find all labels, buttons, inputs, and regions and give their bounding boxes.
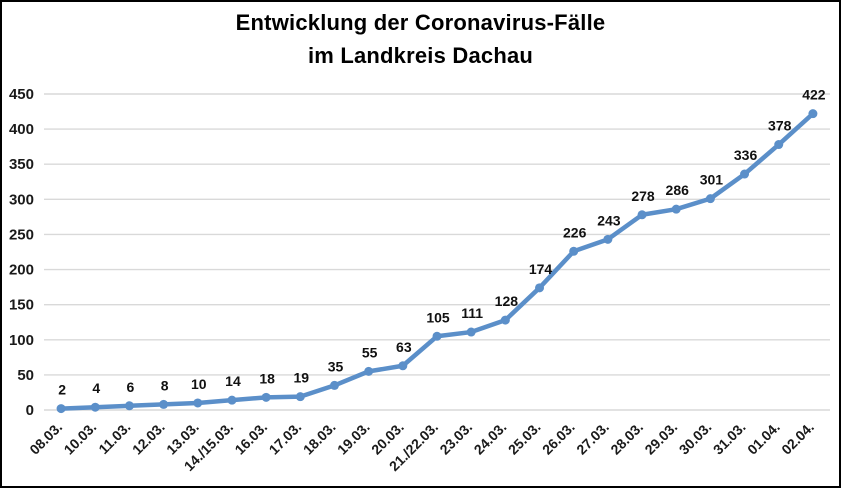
chart-title-line1: Entwicklung der Coronavirus-Fälle [235, 10, 606, 35]
data-label-18.03.: 35 [328, 358, 344, 374]
data-point-02.04. [808, 109, 818, 119]
data-label-12.03.: 8 [161, 377, 169, 393]
y-tick-label-200: 200 [9, 262, 34, 279]
x-tick-label-6: 16.03. [231, 419, 270, 458]
x-tick-label-12: 23.03. [436, 419, 475, 458]
data-label-19.03.: 55 [362, 344, 378, 360]
data-point-20.03. [398, 361, 408, 371]
data-label-10.03.: 4 [92, 380, 100, 396]
chart-title: Entwicklung der Coronavirus-Fälle im Lan… [2, 6, 839, 72]
x-tick-label-9: 19.03. [334, 419, 373, 458]
data-label-28.03.: 278 [631, 188, 655, 204]
data-point-01.04. [774, 140, 784, 150]
x-tick-label-17: 28.03. [607, 419, 646, 458]
data-label-17.03.: 19 [294, 370, 310, 386]
y-tick-label-250: 250 [9, 226, 34, 243]
data-point-13.03. [193, 398, 203, 408]
data-point-14./15.03. [227, 395, 237, 405]
data-label-23.03.: 111 [461, 305, 483, 321]
x-tick-label-15: 26.03. [539, 419, 578, 458]
data-point-28.03. [637, 210, 647, 220]
x-tick-label-2: 11.03. [95, 419, 133, 457]
data-point-29.03. [671, 204, 681, 214]
data-point-27.03. [603, 234, 613, 244]
data-point-31.03. [740, 169, 750, 179]
y-tick-label-450: 450 [9, 86, 34, 103]
x-tick-label-18: 29.03. [641, 419, 680, 458]
data-point-21./22.03. [432, 331, 442, 341]
data-label-16.03.: 18 [259, 370, 275, 386]
x-tick-label-21: 01.04. [744, 419, 783, 458]
data-label-01.04.: 378 [768, 118, 792, 134]
data-label-02.04.: 422 [802, 87, 826, 103]
y-tick-label-50: 50 [17, 367, 34, 384]
x-tick-label-0: 08.03. [26, 419, 65, 458]
data-label-25.03.: 174 [529, 261, 553, 277]
data-label-08.03.: 2 [58, 382, 66, 398]
data-point-11.03. [124, 401, 134, 411]
data-label-13.03.: 10 [191, 376, 207, 392]
data-label-30.03.: 301 [700, 172, 724, 188]
data-point-10.03. [90, 402, 100, 412]
chart-title-line2: im Landkreis Dachau [307, 43, 534, 68]
x-tick-label-20: 31.03. [710, 419, 749, 458]
data-label-24.03.: 128 [495, 293, 519, 309]
y-tick-label-100: 100 [9, 332, 34, 349]
data-point-24.03. [500, 315, 510, 325]
data-label-26.03.: 226 [563, 224, 587, 240]
data-point-17.03. [295, 392, 305, 402]
data-point-12.03. [159, 399, 169, 409]
x-tick-label-13: 24.03. [471, 419, 510, 458]
series-line [58, 111, 816, 411]
y-tick-label-300: 300 [9, 191, 34, 208]
x-tick-label-19: 30.03. [676, 419, 715, 458]
data-point-16.03. [261, 392, 271, 402]
data-point-08.03. [56, 404, 66, 414]
data-point-19.03. [364, 366, 374, 376]
data-point-30.03. [705, 194, 715, 204]
y-tick-label-150: 150 [9, 297, 34, 314]
data-label-14./15.03.: 14 [225, 373, 241, 389]
y-tick-label-400: 400 [9, 121, 34, 138]
data-label-31.03.: 336 [734, 147, 758, 163]
x-tick-label-3: 12.03. [129, 419, 168, 458]
data-point-23.03. [466, 327, 476, 337]
y-tick-label-0: 0 [26, 402, 34, 419]
data-label-11.03.: 6 [127, 379, 135, 395]
x-tick-label-8: 18.03. [300, 419, 339, 458]
data-label-29.03.: 286 [666, 182, 690, 198]
data-label-20.03.: 63 [396, 339, 412, 355]
x-tick-label-22: 02.04. [778, 419, 817, 458]
data-label-21./22.03.: 105 [426, 309, 450, 325]
y-tick-label-350: 350 [9, 156, 34, 173]
data-point-18.03. [329, 380, 339, 390]
x-tick-label-1: 10.03. [61, 419, 100, 458]
x-tick-label-7: 17.03. [266, 419, 305, 458]
data-label-27.03.: 243 [597, 212, 621, 228]
data-point-25.03. [535, 283, 545, 293]
x-tick-label-14: 25.03. [505, 419, 544, 458]
x-tick-label-16: 27.03. [573, 419, 612, 458]
data-point-26.03. [569, 246, 579, 256]
